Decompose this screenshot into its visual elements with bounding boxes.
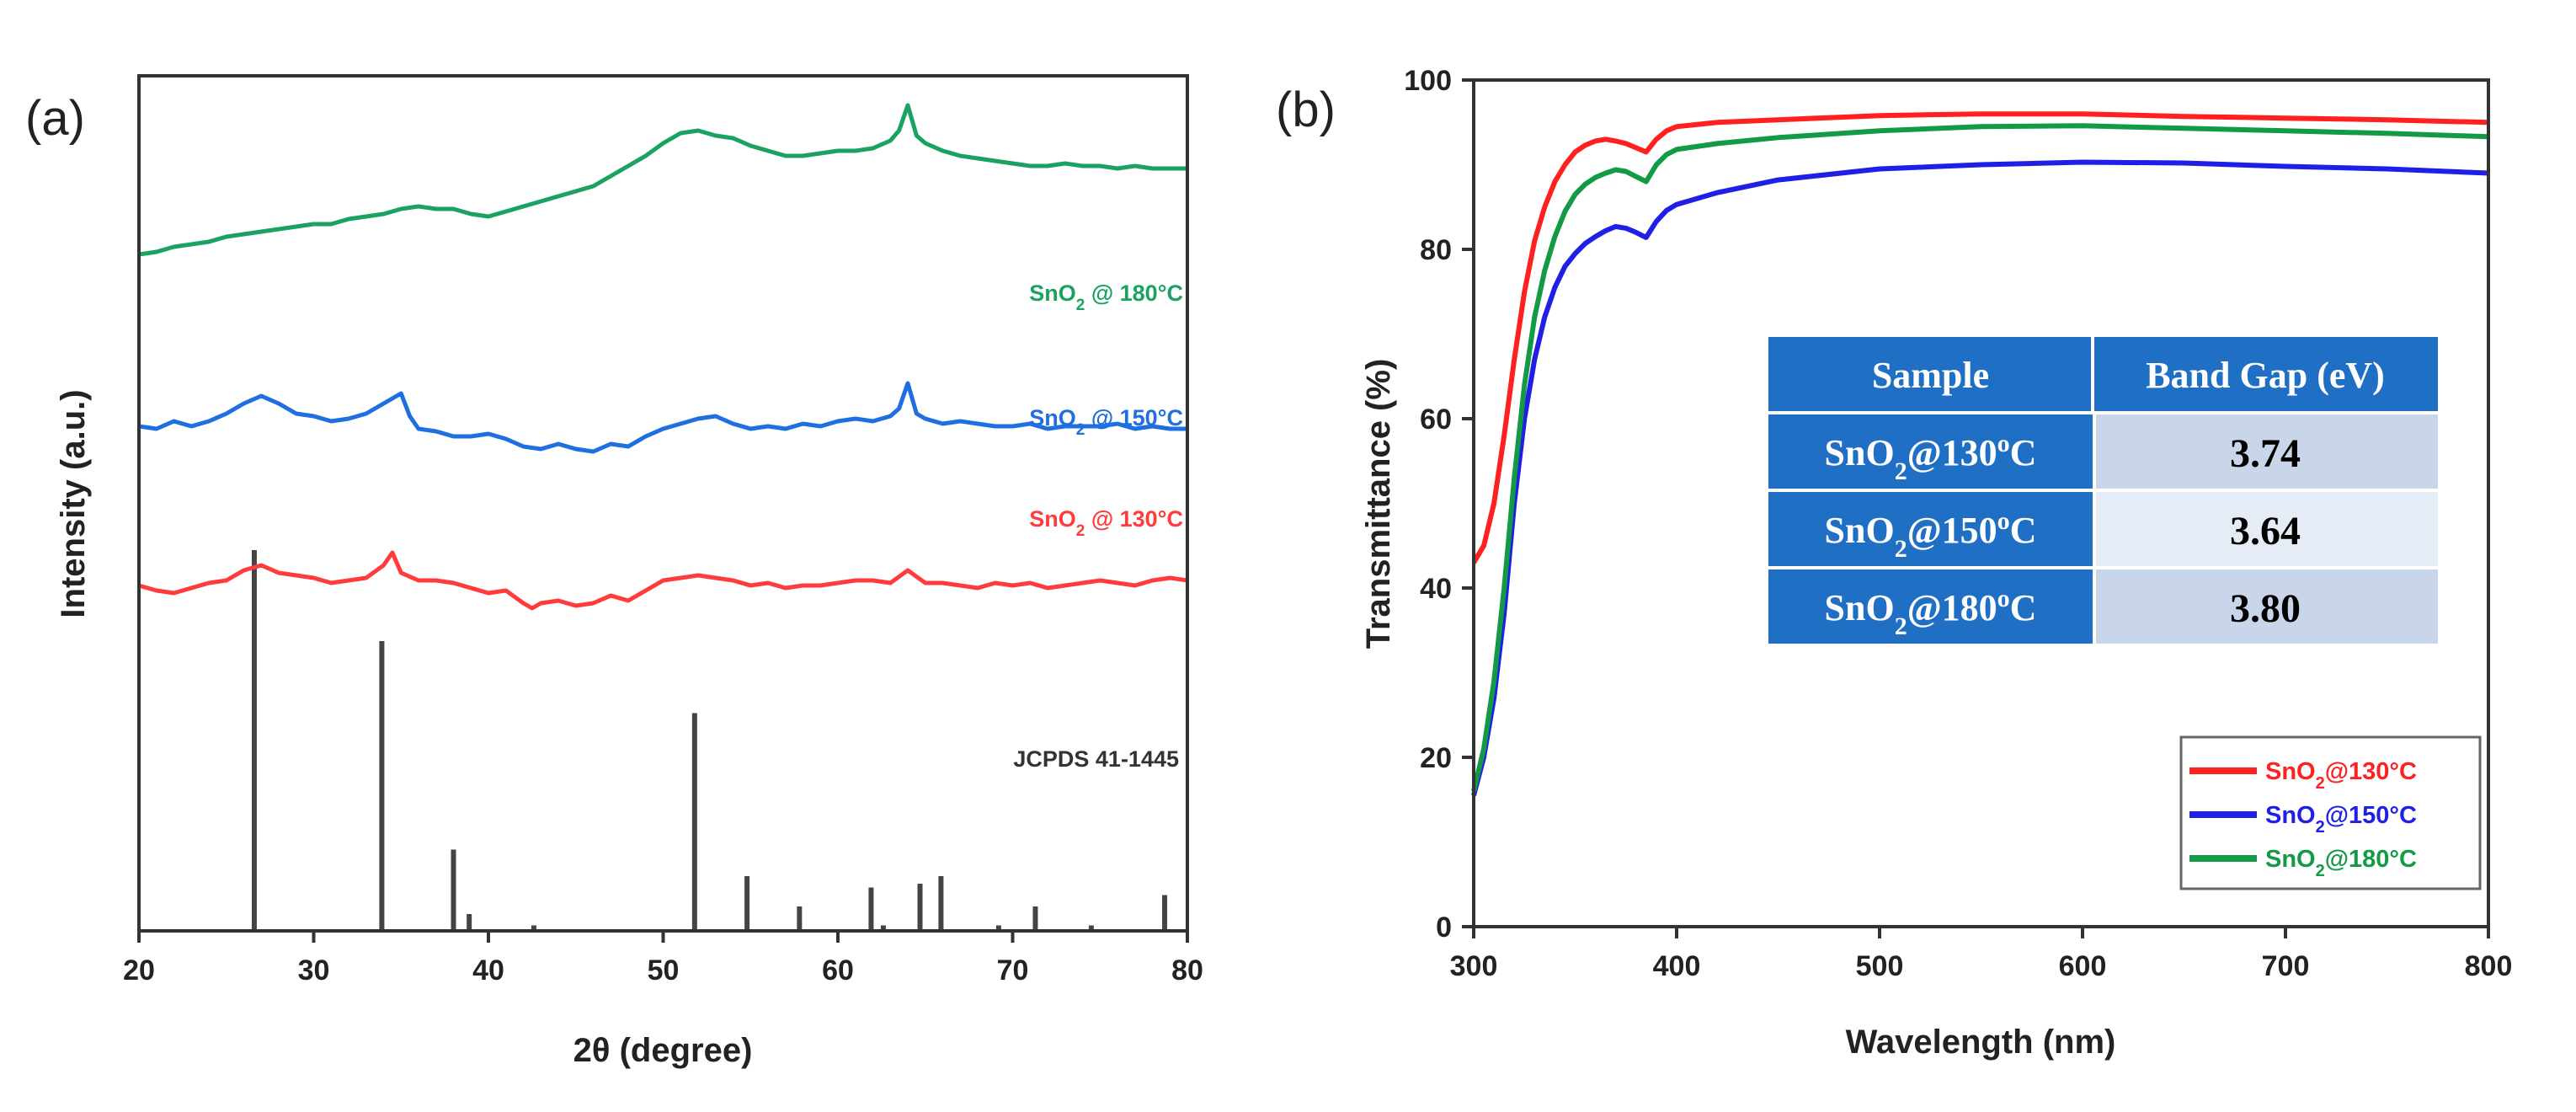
panel-label-b: (b) xyxy=(1276,83,1336,137)
x-tick-label: 600 xyxy=(2059,950,2107,982)
x-tick-label: 70 xyxy=(997,954,1029,986)
xrd-x-axis-title: 2θ (degree) xyxy=(573,1032,753,1069)
transmittance-x-axis-title: Wavelength (nm) xyxy=(1846,1024,2116,1061)
y-tick-label: 0 xyxy=(1436,912,1452,944)
transmittance-series-line xyxy=(1471,159,2489,796)
x-tick-label: 400 xyxy=(1653,950,1701,982)
transmittance-series-line xyxy=(1471,111,2489,564)
transmittance-y-axis-title: Transmittance (%) xyxy=(1360,359,1397,650)
x-tick-label: 700 xyxy=(2262,950,2310,982)
reference-pattern-label: JCPDS 41-1445 xyxy=(1013,746,1179,772)
x-tick-label: 500 xyxy=(1856,950,1904,982)
x-tick-label: 40 xyxy=(472,954,504,986)
x-tick-label: 50 xyxy=(648,954,680,986)
legend-label: SnO2@150°C xyxy=(2265,802,2417,837)
transmittance-plot-area xyxy=(1471,111,2489,796)
table-sample-cell xyxy=(1768,569,2093,644)
xrd-plot-area xyxy=(138,103,1188,929)
xrd-series-line xyxy=(138,550,1188,611)
x-tick-label: 300 xyxy=(1450,950,1498,982)
xrd-x-ticks: 20 30 40 50 60 70 80 xyxy=(123,931,1203,986)
transmittance-series-line xyxy=(1471,123,2489,792)
xrd-series-line xyxy=(138,381,1187,454)
panel-label-a: (a) xyxy=(25,91,85,146)
table-band-gap-value: 3.80 xyxy=(2230,586,2301,631)
transmittance-legend: SnO2@130°C SnO2@150°C SnO2@180°C xyxy=(2179,735,2482,890)
xrd-series-labels: SnO2 @ 130°C SnO2 @ 150°C SnO2 @ 180°C xyxy=(1029,281,1183,540)
table-header-sample: Sample xyxy=(1872,355,1989,396)
table-sample-label: SnO2@130oC xyxy=(1825,430,2037,485)
table-sample-cell xyxy=(1768,492,2093,566)
table-sample-cell xyxy=(1768,414,2093,489)
xrd-series-label: SnO2 @ 180°C xyxy=(1029,281,1183,314)
xrd-series-label: SnO2 @ 130°C xyxy=(1029,506,1183,540)
y-tick-label: 20 xyxy=(1420,742,1452,774)
transmittance-x-ticks: 300 400 500 600 700 800 xyxy=(1450,927,2513,982)
y-tick-label: 100 xyxy=(1404,65,1452,97)
legend-box xyxy=(2179,735,2482,890)
transmittance-plot-frame xyxy=(1472,78,2490,928)
table-band-gap-value: 3.64 xyxy=(2230,509,2301,553)
transmittance-panel: (b) 300 400 500 600 700 800 0 20 40 60 80 100 Wave… xyxy=(1276,65,2512,1061)
table-value-cell xyxy=(2096,492,2438,566)
y-tick-label: 60 xyxy=(1420,404,1452,436)
table-header-band-gap: Band Gap (eV) xyxy=(2146,355,2385,396)
x-tick-label: 800 xyxy=(2465,950,2513,982)
y-tick-label: 80 xyxy=(1420,234,1452,266)
xrd-y-axis-title: Intensity (a.u.) xyxy=(55,389,92,617)
table-sample-label: SnO2@150oC xyxy=(1825,507,2037,563)
table-header-row xyxy=(1768,337,2438,411)
table-sample-label: SnO2@180oC xyxy=(1825,585,2037,640)
xrd-plot-frame xyxy=(137,74,1189,933)
legend-label: SnO2@180°C xyxy=(2265,846,2417,880)
x-tick-label: 30 xyxy=(298,954,330,986)
xrd-series-line xyxy=(138,103,1187,257)
x-tick-label: 80 xyxy=(1171,954,1203,986)
table-band-gap-value: 3.74 xyxy=(2230,431,2301,476)
legend-label: SnO2@130°C xyxy=(2265,758,2417,793)
table-value-cell xyxy=(2096,414,2438,489)
transmittance-y-ticks: 0 20 40 60 80 100 xyxy=(1404,65,1474,944)
xrd-series-label: SnO2 @ 150°C xyxy=(1029,405,1183,439)
band-gap-table: Sample Band Gap (eV) SnO2@130oC 3.74 SnO2@15… xyxy=(1768,337,2438,644)
y-tick-label: 40 xyxy=(1420,573,1452,605)
x-tick-label: 20 xyxy=(123,954,155,986)
xrd-panel: (a) 20 30 40 50 60 70 80 2θ (degree) Intensity… xyxy=(25,74,1203,1069)
x-tick-label: 60 xyxy=(822,954,854,986)
table-value-cell xyxy=(2096,569,2438,644)
